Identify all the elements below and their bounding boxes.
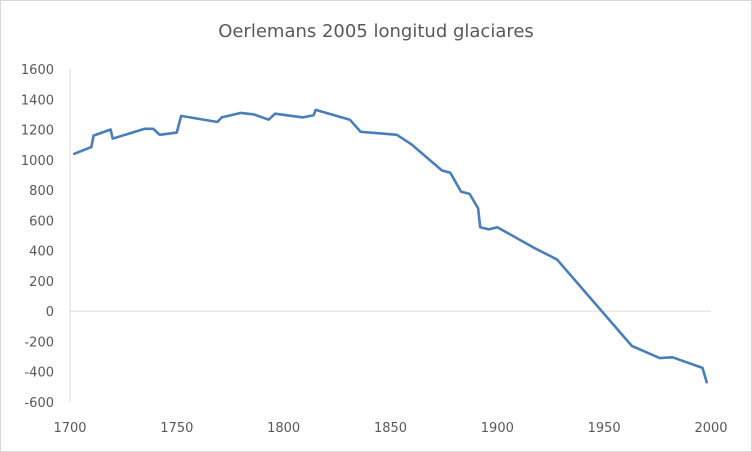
x-tick-label: 1700 xyxy=(53,421,86,436)
y-tick-label: 1200 xyxy=(21,124,54,139)
y-tick-label: 800 xyxy=(29,184,54,199)
x-tick-label: 1750 xyxy=(160,421,193,436)
axes: 16001400120010008006004002000-200-400-60… xyxy=(21,63,728,436)
chart-title: Oerlemans 2005 longitud glaciares xyxy=(218,21,534,42)
y-tick-label: -600 xyxy=(24,396,54,411)
x-tick-label: 2000 xyxy=(694,421,727,436)
y-tick-label: 600 xyxy=(29,214,54,229)
y-tick-label: 1600 xyxy=(21,63,54,78)
y-tick-label: -200 xyxy=(24,335,54,350)
series-layer xyxy=(73,108,709,384)
x-tick-label: 1850 xyxy=(374,421,407,436)
series-line xyxy=(73,108,709,384)
y-tick-label: -400 xyxy=(24,366,54,381)
y-tick-label: 400 xyxy=(29,245,54,260)
x-tick-label: 1900 xyxy=(481,421,514,436)
y-tick-label: 200 xyxy=(29,275,54,290)
y-tick-label: 0 xyxy=(46,305,54,320)
y-tick-label: 1000 xyxy=(21,154,54,169)
y-tick-label: 1400 xyxy=(21,93,54,108)
x-tick-label: 1800 xyxy=(267,421,300,436)
x-tick-label: 1950 xyxy=(588,421,621,436)
